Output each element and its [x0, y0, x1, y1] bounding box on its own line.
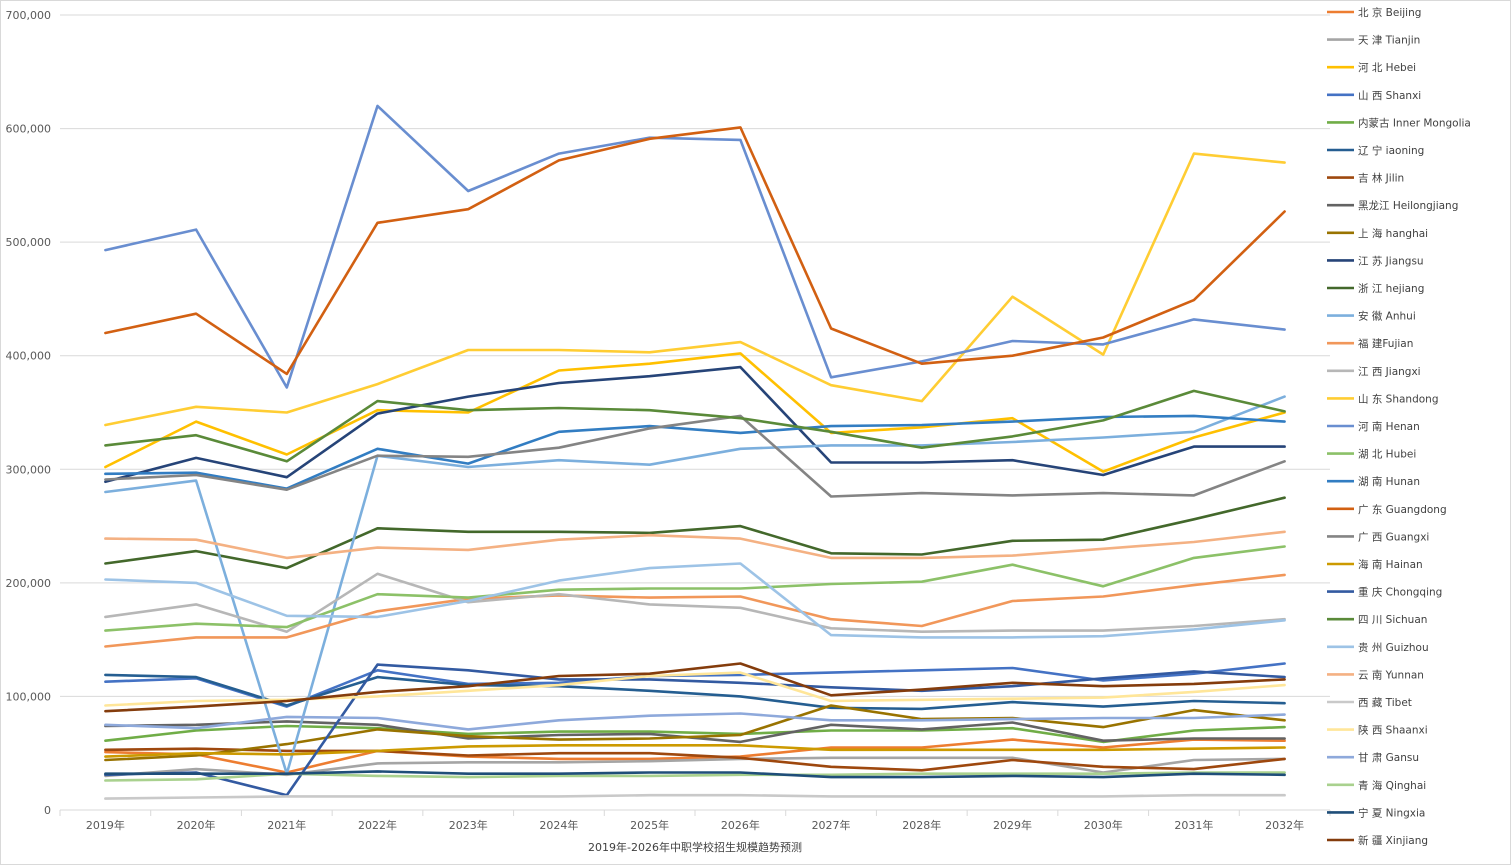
x-tick-label: 2025年: [630, 818, 669, 832]
legend-label: 浙 江 hejiang: [1358, 283, 1424, 295]
series-line: [104, 712, 1286, 731]
legend-label: 山 西 Shanxi: [1358, 90, 1421, 102]
legend-label: 西 藏 Tibet: [1358, 697, 1412, 709]
y-tick-label: 500,000: [6, 236, 52, 249]
x-tick-label: 2021年: [267, 818, 306, 832]
legend-label: 北 京 Beijing: [1358, 6, 1421, 19]
legend-label: 河 北 Hebei: [1358, 62, 1416, 74]
series-line: [104, 352, 1286, 473]
y-tick-label: 400,000: [6, 350, 52, 363]
legend-label: 广 东 Guangdong: [1358, 503, 1447, 516]
y-tick-label: 100,000: [6, 690, 52, 703]
legend-label: 黑龙江 Heilongjiang: [1358, 199, 1458, 212]
legend-label: 陕 西 Shaanxi: [1358, 724, 1428, 737]
series-line: [104, 770, 1286, 779]
series-line: [104, 793, 1286, 800]
legend-label: 安 徽 Anhui: [1358, 310, 1416, 323]
legend-label: 甘 肃 Gansu: [1358, 751, 1419, 764]
x-tick-label: 2031年: [1174, 818, 1213, 832]
series-line: [104, 126, 1286, 376]
x-axis-title: 2019年-2026年中职学校招生规模趋势预测: [588, 840, 802, 854]
y-tick-label: 300,000: [6, 463, 52, 476]
series-line: [104, 704, 1286, 762]
legend-label: 贵 州 Guizhou: [1358, 641, 1429, 654]
legend-label: 湖 北 Hubei: [1358, 449, 1416, 461]
series-line: [104, 743, 1286, 758]
series-line: [104, 747, 1286, 772]
legend-label: 河 南 Henan: [1358, 420, 1420, 433]
legend-label: 新 疆 Xinjiang: [1358, 834, 1428, 847]
legend-label: 内蒙古 Inner Mongolia: [1358, 116, 1471, 129]
series-line: [104, 662, 1286, 713]
series-line: [104, 738, 1286, 774]
series-line: [104, 724, 1286, 744]
x-tick-label: 2027年: [812, 818, 851, 832]
series-line: [104, 104, 1286, 389]
legend-label: 福 建Fujian: [1358, 337, 1413, 350]
legend-label: 广 西 Guangxi: [1358, 531, 1429, 543]
series-lines: [104, 104, 1286, 800]
series-line: [104, 414, 1286, 498]
y-tick-label: 700,000: [6, 9, 52, 22]
x-tick-label: 2024年: [539, 818, 578, 832]
legend-label: 吉 林 Jilin: [1358, 172, 1404, 185]
series-line: [104, 573, 1286, 648]
legend-label: 江 苏 Jiangsu: [1358, 254, 1424, 267]
series-line: [104, 496, 1286, 570]
series-line: [104, 389, 1286, 463]
legend-label: 海 南 Hainan: [1358, 558, 1423, 571]
legend-label: 重 庆 Chongqing: [1358, 586, 1442, 599]
legend-label: 湖 南 Hunan: [1358, 475, 1420, 488]
legend-label: 江 西 Jiangxi: [1358, 366, 1421, 378]
y-axis: 0 100,000 200,000 300,000 400,000 500,000 600,…: [6, 9, 52, 817]
x-tick-label: 2026年: [721, 818, 760, 832]
y-tick-label: 600,000: [6, 123, 52, 136]
x-tick-label: 2029年: [993, 818, 1032, 832]
series-line: [104, 545, 1286, 632]
legend-label: 云 南 Yunnan: [1358, 668, 1424, 681]
y-tick-label: 0: [44, 804, 51, 817]
legend-label: 辽 宁 iaoning: [1358, 144, 1424, 157]
series-line: [104, 414, 1286, 490]
series-line: [104, 395, 1286, 776]
series-line: [104, 562, 1286, 639]
x-tick-label: 2022年: [358, 818, 397, 832]
x-tick-label: 2028年: [902, 818, 941, 832]
x-tick-label: 2032年: [1265, 818, 1304, 832]
series-line: [104, 365, 1286, 484]
x-tick-label: 2019年: [86, 818, 125, 832]
legend: 北 京 Beijing 天 津 Tianjin 河 北 Hebei 山 西 Shanx…: [1327, 6, 1471, 847]
y-tick-label: 200,000: [6, 577, 52, 590]
legend-label: 青 海 Qinghai: [1358, 779, 1426, 792]
legend-label: 上 海 hanghai: [1358, 227, 1428, 240]
legend-label: 山 东 Shandong: [1358, 392, 1439, 405]
x-tick-label: 2023年: [449, 818, 488, 832]
x-tick-label: 2030年: [1084, 818, 1123, 832]
legend-label: 四 川 Sichuan: [1358, 614, 1427, 626]
legend-label: 宁 夏 Ningxia: [1358, 806, 1425, 819]
series-line: [104, 530, 1286, 560]
x-axis: 2019年 2020年 2021年 2022年 2023年 2024年 2025年 2026年…: [59, 810, 1331, 832]
legend-label: 天 津 Tianjin: [1358, 35, 1420, 47]
x-tick-label: 2020年: [177, 818, 216, 832]
